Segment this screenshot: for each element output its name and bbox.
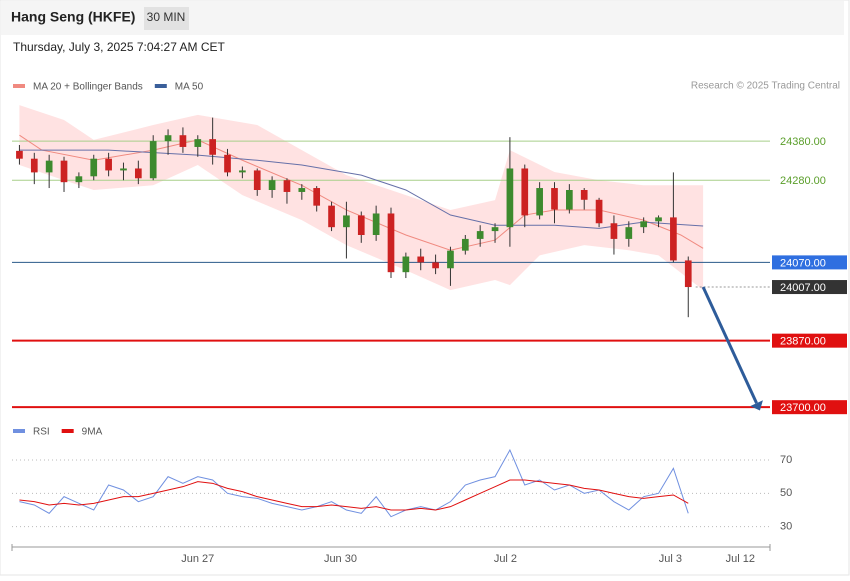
candle-body — [90, 158, 98, 177]
level-box — [772, 333, 847, 348]
candle-body — [461, 238, 469, 251]
level-box — [772, 400, 847, 415]
candle-body — [120, 168, 127, 171]
candle-body — [149, 141, 157, 179]
header-bar — [1, 1, 844, 35]
candle-body — [224, 154, 231, 173]
timestamp: Thursday, July 3, 2025 7:04:27 AM CET — [13, 40, 226, 54]
candle-body — [45, 160, 53, 173]
candle-body — [387, 213, 395, 273]
credit: Research © 2025 Trading Central — [691, 81, 840, 92]
legend-swatch — [154, 84, 167, 88]
candle-body — [506, 168, 514, 228]
candle-body — [283, 180, 291, 192]
candle-body — [447, 250, 454, 269]
candle-body — [239, 170, 246, 173]
level-label: 24070.00 — [780, 257, 826, 269]
level-label: 23700.00 — [780, 402, 826, 414]
candle-body — [357, 215, 365, 235]
candle-body — [298, 188, 306, 192]
candle-body — [595, 199, 603, 224]
rsi-line — [19, 479, 689, 511]
candle-body — [402, 256, 410, 273]
candle-body — [670, 217, 677, 261]
title: Hang Seng (HKFE) — [11, 9, 135, 25]
legend-label: RSI — [33, 427, 50, 438]
candle-body — [372, 213, 380, 235]
candle-body — [521, 168, 529, 216]
x-tick-label: Jul 12 — [726, 553, 755, 565]
arrow-head — [750, 400, 763, 411]
candle-body — [566, 190, 573, 210]
legend-swatch — [13, 429, 25, 433]
y-tick-label: 70 — [780, 454, 792, 466]
candle-body — [253, 170, 261, 190]
legend-swatch — [13, 84, 25, 88]
candle-body — [491, 227, 499, 232]
candle-body — [164, 135, 172, 142]
candle-body — [536, 188, 543, 216]
x-tick-label: Jul 2 — [494, 553, 517, 565]
candle-body — [313, 188, 321, 206]
legend-swatch — [61, 429, 74, 433]
interval[interactable]: 30 MIN — [147, 10, 186, 24]
candle-body — [60, 160, 68, 183]
candle-body — [476, 231, 484, 239]
candle-body — [194, 139, 202, 147]
candle-body — [75, 176, 83, 183]
rsi-line — [19, 448, 689, 518]
x-tick-label: Jul 3 — [659, 553, 682, 565]
candle-body — [16, 150, 23, 159]
level-label: 24007.00 — [780, 282, 826, 294]
level-label: 24280.00 — [780, 175, 826, 187]
level-box — [772, 255, 847, 270]
legend-label: MA 20 + Bollinger Bands — [33, 82, 143, 93]
candle-body — [610, 223, 618, 239]
candle-body — [417, 256, 425, 263]
level-box — [772, 280, 847, 295]
legend-label: 9MA — [82, 427, 103, 438]
ma-line — [19, 134, 704, 251]
candle-body — [580, 190, 588, 200]
candle-body — [684, 260, 692, 288]
candle-body — [30, 158, 38, 173]
candle-body — [268, 180, 276, 190]
y-tick-label: 50 — [780, 487, 792, 499]
candle-body — [343, 215, 350, 228]
candle-body — [134, 168, 142, 179]
candle-body — [432, 262, 439, 269]
level-label: 23870.00 — [780, 336, 826, 348]
candle-body — [105, 158, 112, 171]
interval-button[interactable] — [144, 7, 189, 30]
x-tick-label: Jun 30 — [324, 553, 357, 565]
candle-body — [179, 135, 187, 147]
forecast-arrow — [701, 286, 758, 404]
candle-body — [655, 217, 662, 222]
candle-body — [625, 227, 633, 239]
legend-label: MA 50 — [175, 82, 204, 93]
candle-body — [551, 188, 558, 210]
bollinger-band — [19, 105, 704, 291]
y-tick-label: 30 — [780, 521, 792, 533]
candle-body — [640, 221, 648, 228]
x-tick-label: Jun 27 — [181, 553, 214, 565]
level-label: 24380.00 — [780, 136, 826, 148]
candle-body — [328, 205, 335, 228]
candle-body — [209, 139, 216, 155]
